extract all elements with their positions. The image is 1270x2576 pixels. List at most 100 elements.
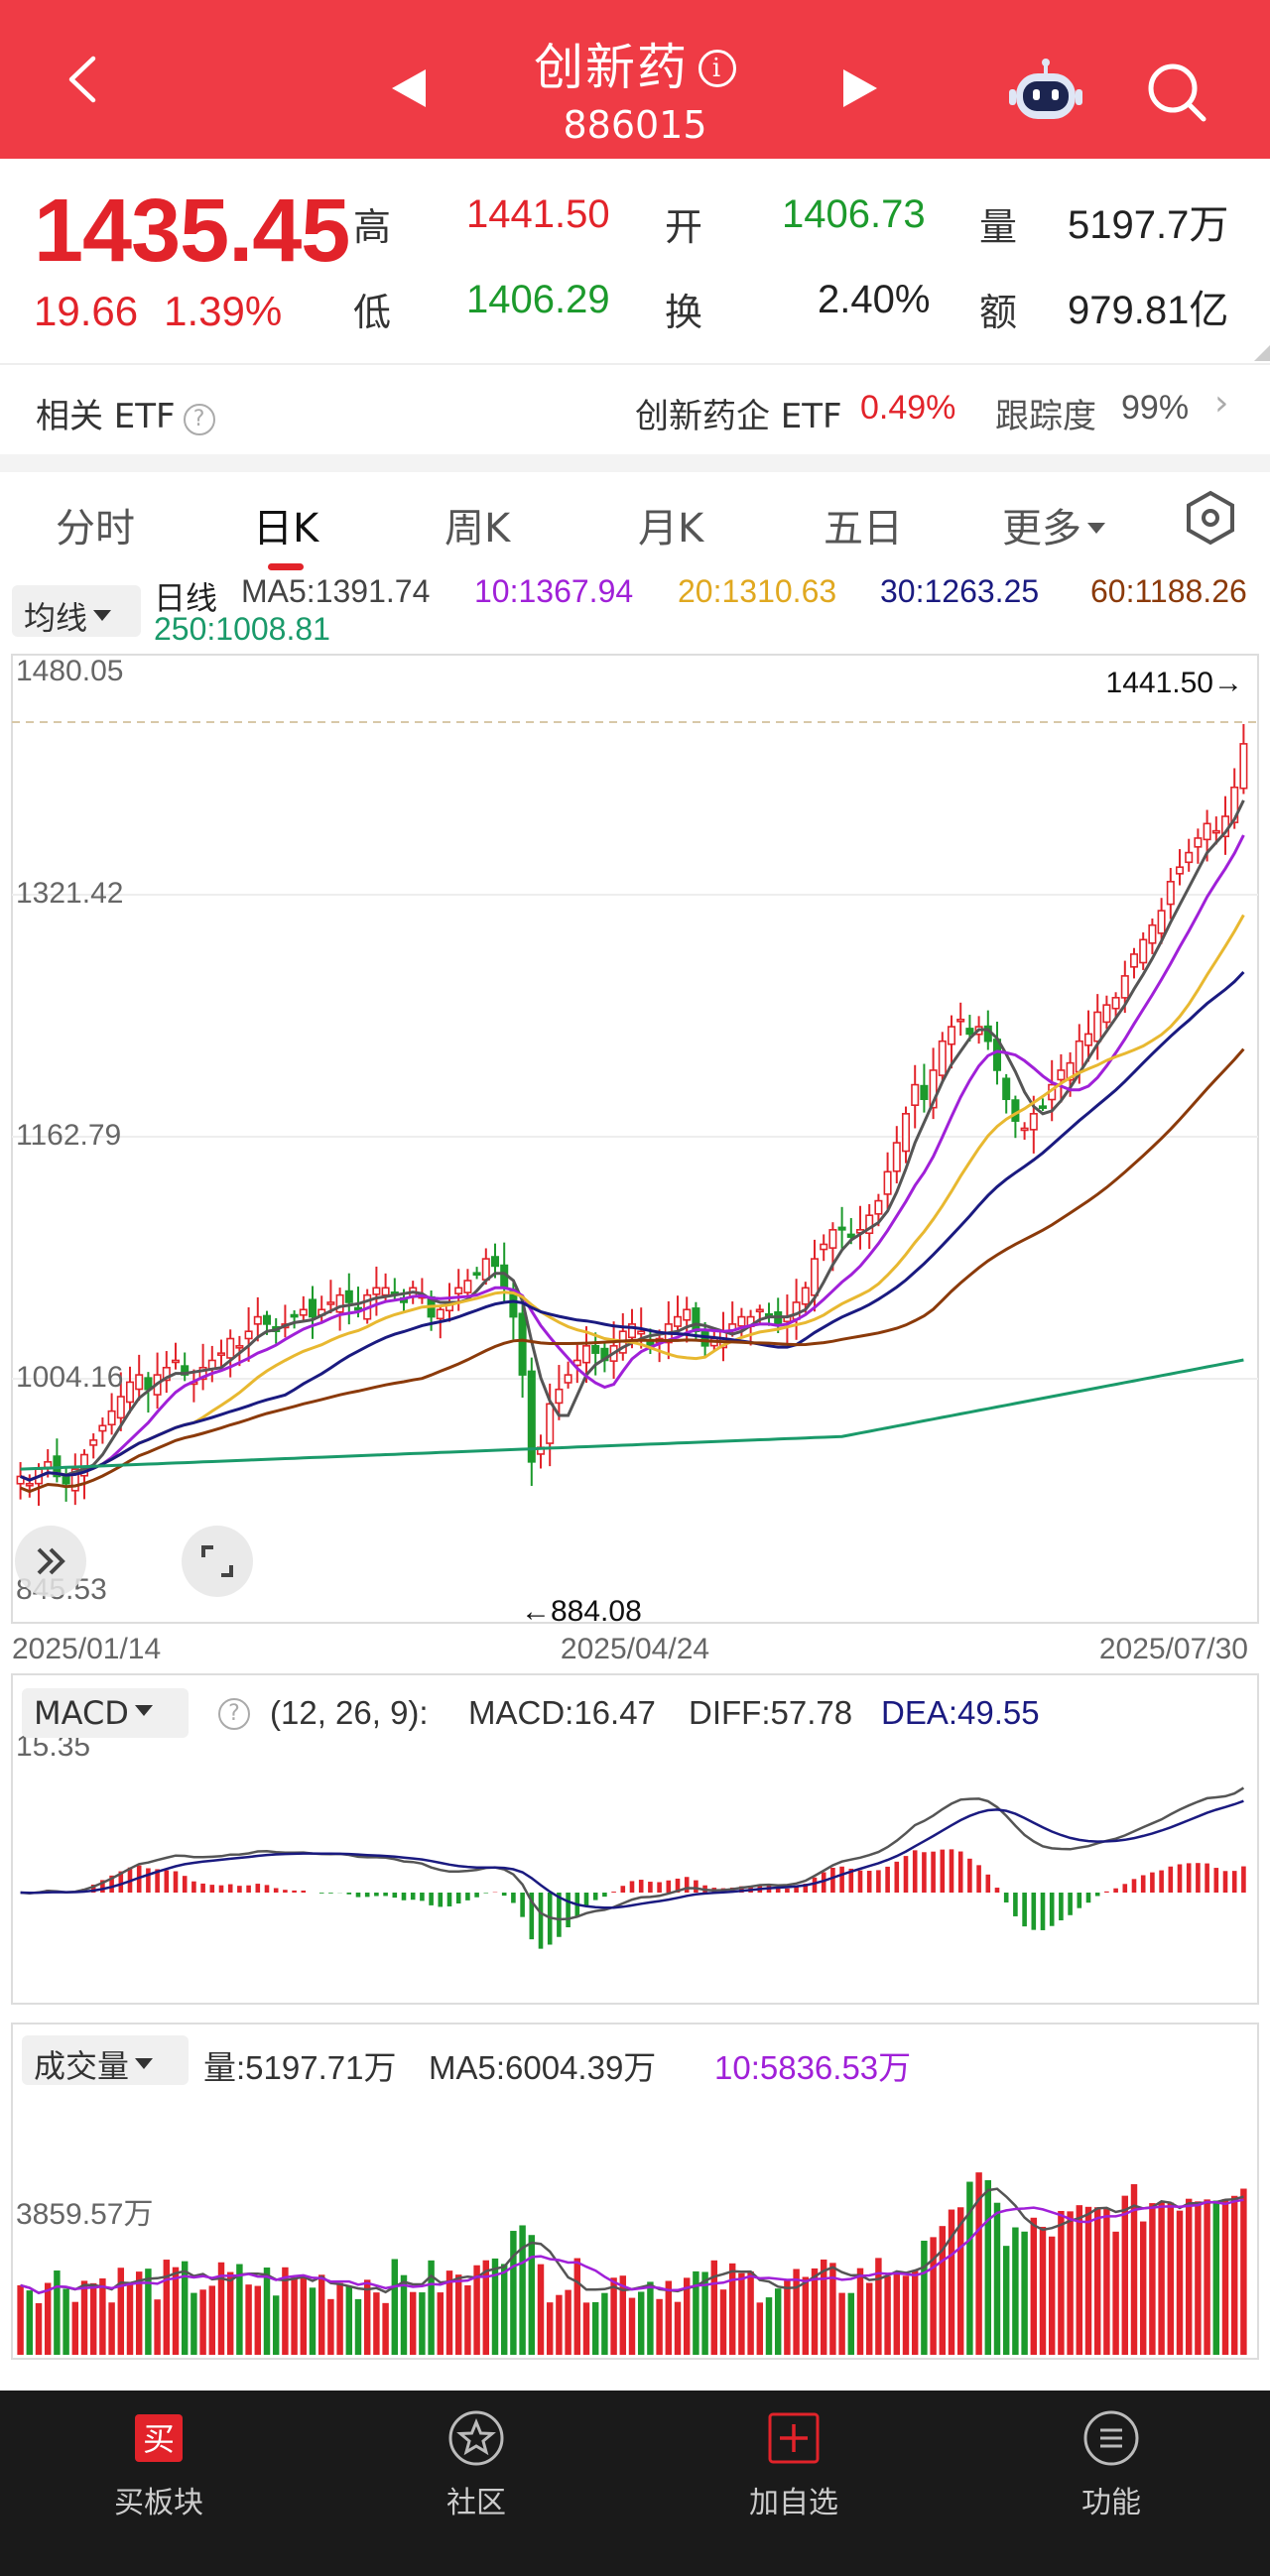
fullscreen-icon	[201, 1545, 233, 1577]
volume-bar	[117, 2268, 125, 2355]
volume-bar	[701, 2271, 708, 2355]
volume-bar	[546, 2302, 554, 2355]
volume-bar	[419, 2292, 426, 2355]
candle-body	[1083, 1033, 1093, 1046]
volume-bar	[765, 2297, 773, 2355]
volume-bar	[1002, 2246, 1010, 2355]
volume-bar	[473, 2265, 480, 2355]
volume-bar	[1030, 2217, 1038, 2355]
settings-hex-icon[interactable]	[1183, 490, 1238, 546]
related-etf-row[interactable]: 相关 ETF? 创新药企 ETF 0.49% 跟踪度 99% ›	[0, 365, 1270, 454]
volume-bar	[738, 2272, 745, 2355]
high-label: 高	[353, 205, 392, 249]
volume-bar	[683, 2277, 691, 2355]
expand-left-button[interactable]	[15, 1526, 86, 1597]
volume-bar	[838, 2292, 845, 2355]
etf-label: 相关 ETF	[36, 397, 176, 436]
volume-bar	[336, 2282, 343, 2355]
high-value: 1441.50	[466, 192, 610, 236]
candle-body	[62, 1475, 70, 1485]
amount-value: 979.81亿	[1068, 289, 1229, 332]
volume-bar	[135, 2271, 143, 2355]
candle-body	[1093, 1011, 1102, 1043]
caret-down-icon	[93, 610, 112, 621]
volume-bar	[1195, 2201, 1202, 2355]
volume-bar	[719, 2289, 727, 2355]
help-icon[interactable]: ?	[183, 404, 215, 435]
fullscreen-button[interactable]	[182, 1526, 253, 1597]
volume-bar	[126, 2283, 134, 2355]
back-arrow-icon[interactable]	[60, 55, 109, 104]
nav-functions[interactable]: 功能	[1012, 2408, 1210, 2521]
tab-daily-k[interactable]: 日K	[253, 506, 319, 552]
volume-bar	[172, 2267, 180, 2355]
active-tab-indicator	[268, 563, 304, 570]
tab-five-day[interactable]: 五日	[824, 506, 903, 552]
candle-body	[1166, 881, 1175, 906]
ma-legend: 均线 日线 MA5:1391.74 10:1367.94 20:1310.63 …	[0, 571, 1270, 651]
dea-line	[20, 1799, 1244, 1909]
tab-monthly-k[interactable]: 月K	[638, 506, 704, 552]
low-value: 1406.29	[466, 278, 610, 321]
kline-chart[interactable]: 1480.05 1321.42 1162.79 1004.16 845.53 1…	[0, 571, 1270, 2391]
volume-bar	[921, 2240, 928, 2355]
nav-community[interactable]: 社区	[377, 2408, 575, 2521]
volume-bar	[1067, 2211, 1074, 2355]
candle-body	[673, 1315, 683, 1327]
next-triangle-icon[interactable]	[843, 69, 877, 107]
tab-weekly-k[interactable]: 周K	[444, 506, 511, 552]
macd-lines	[20, 1786, 1245, 1921]
volume-bar	[1039, 2226, 1047, 2355]
caret-down-icon	[135, 2058, 154, 2069]
volume-bar	[236, 2264, 243, 2355]
volume-selector[interactable]: 成交量	[22, 2035, 189, 2085]
candle-body	[683, 1308, 692, 1321]
chevron-right-icon: ›	[1214, 383, 1229, 424]
candle-body	[216, 1352, 226, 1356]
ma250-line	[20, 1358, 1244, 1471]
candle-body	[308, 1298, 318, 1318]
candle-body	[472, 1272, 481, 1277]
volume-bar	[537, 2264, 545, 2355]
ma10-value: 10:1367.94	[474, 573, 634, 609]
search-icon[interactable]	[1146, 61, 1207, 123]
volume-bar	[510, 2231, 517, 2355]
volume-bar	[1158, 2202, 1165, 2355]
candle-body	[262, 1314, 272, 1325]
ma5-value: MA5:1391.74	[241, 573, 431, 609]
volume-bar	[80, 2280, 88, 2355]
volume-bar	[1121, 2195, 1129, 2355]
volume-bar	[272, 2295, 280, 2355]
volume-bar	[1130, 2184, 1138, 2355]
y-tick-label: 1162.79	[16, 1119, 121, 1152]
volume-bar	[519, 2225, 526, 2355]
volume-bar	[282, 2267, 289, 2355]
candle-body	[1102, 1004, 1111, 1024]
header-bar: 创新药 i 886015	[0, 0, 1270, 159]
info-icon[interactable]: i	[698, 50, 736, 87]
volume-bar	[400, 2274, 408, 2355]
candle-body	[1057, 1069, 1066, 1081]
expand-corner-icon[interactable]	[1254, 345, 1270, 361]
volume-bar	[226, 2271, 234, 2355]
tab-intraday[interactable]: 分时	[56, 506, 135, 552]
diff-line	[20, 1786, 1245, 1921]
robot-assistant-icon[interactable]	[1008, 58, 1083, 123]
volume-bar	[291, 2276, 298, 2355]
candle-body	[98, 1424, 107, 1432]
ma20-line	[20, 914, 1245, 1482]
volume-ma10-label: 10:5836.53万	[714, 2049, 912, 2086]
bottom-nav: 买 买板块 社区 加自选 功能	[0, 2391, 1270, 2576]
tab-more[interactable]: 更多	[1002, 496, 1105, 553]
candle-body	[837, 1226, 846, 1231]
volume-y-tick: 3859.57万	[16, 2198, 153, 2231]
candle-body	[555, 1388, 564, 1405]
volume-bar	[309, 2287, 317, 2355]
nav-add-watchlist[interactable]: 加自选	[695, 2408, 893, 2521]
prev-triangle-icon[interactable]	[392, 69, 426, 107]
help-icon[interactable]: ?	[218, 1698, 250, 1730]
nav-buy-sector[interactable]: 买 买板块	[60, 2408, 258, 2521]
volume-ma10-line	[20, 2198, 1244, 2295]
macd-selector[interactable]: MACD	[22, 1688, 189, 1738]
ma-selector[interactable]: 均线	[12, 585, 141, 637]
